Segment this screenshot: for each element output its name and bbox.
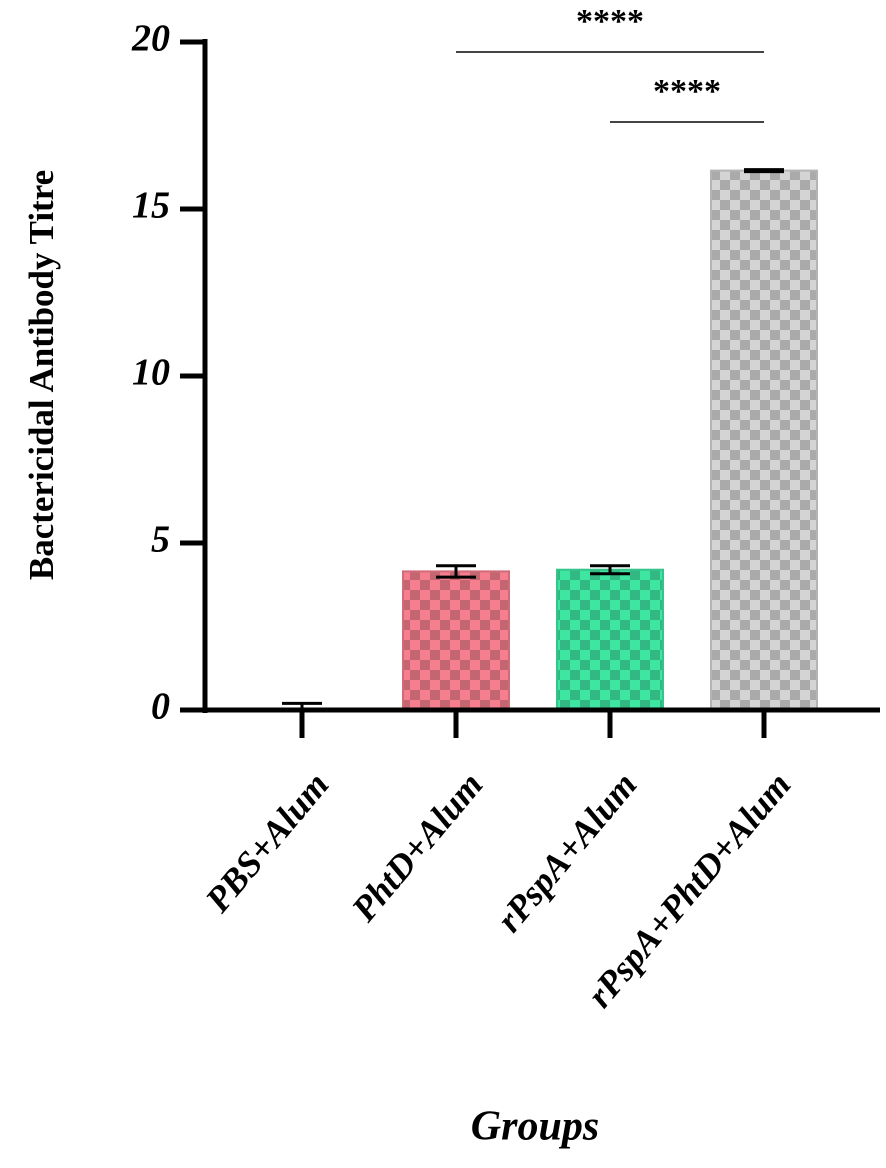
y-axis-label: Bactericidal Antibody Titre	[22, 170, 61, 580]
x-tick-label: rPspA+Alum	[489, 765, 645, 940]
error-bar	[590, 564, 630, 576]
bar	[710, 169, 818, 711]
error-bar	[436, 564, 476, 579]
y-tick-label: 5	[151, 519, 170, 561]
significance-label: ****	[576, 3, 644, 40]
bar	[402, 570, 510, 712]
x-axis-label: Groups	[471, 1104, 599, 1150]
y-tick-label: 10	[132, 352, 170, 394]
error-bar	[744, 168, 784, 174]
y-tick-label: 15	[132, 185, 170, 227]
x-tick-label: PhtD+Alum	[343, 765, 490, 930]
y-tick-label: 0	[151, 686, 170, 728]
bar	[556, 568, 664, 711]
y-tick-label: 20	[131, 18, 170, 60]
significance-label: ****	[653, 73, 721, 110]
x-tick-label: PBS+Alum	[197, 765, 337, 921]
